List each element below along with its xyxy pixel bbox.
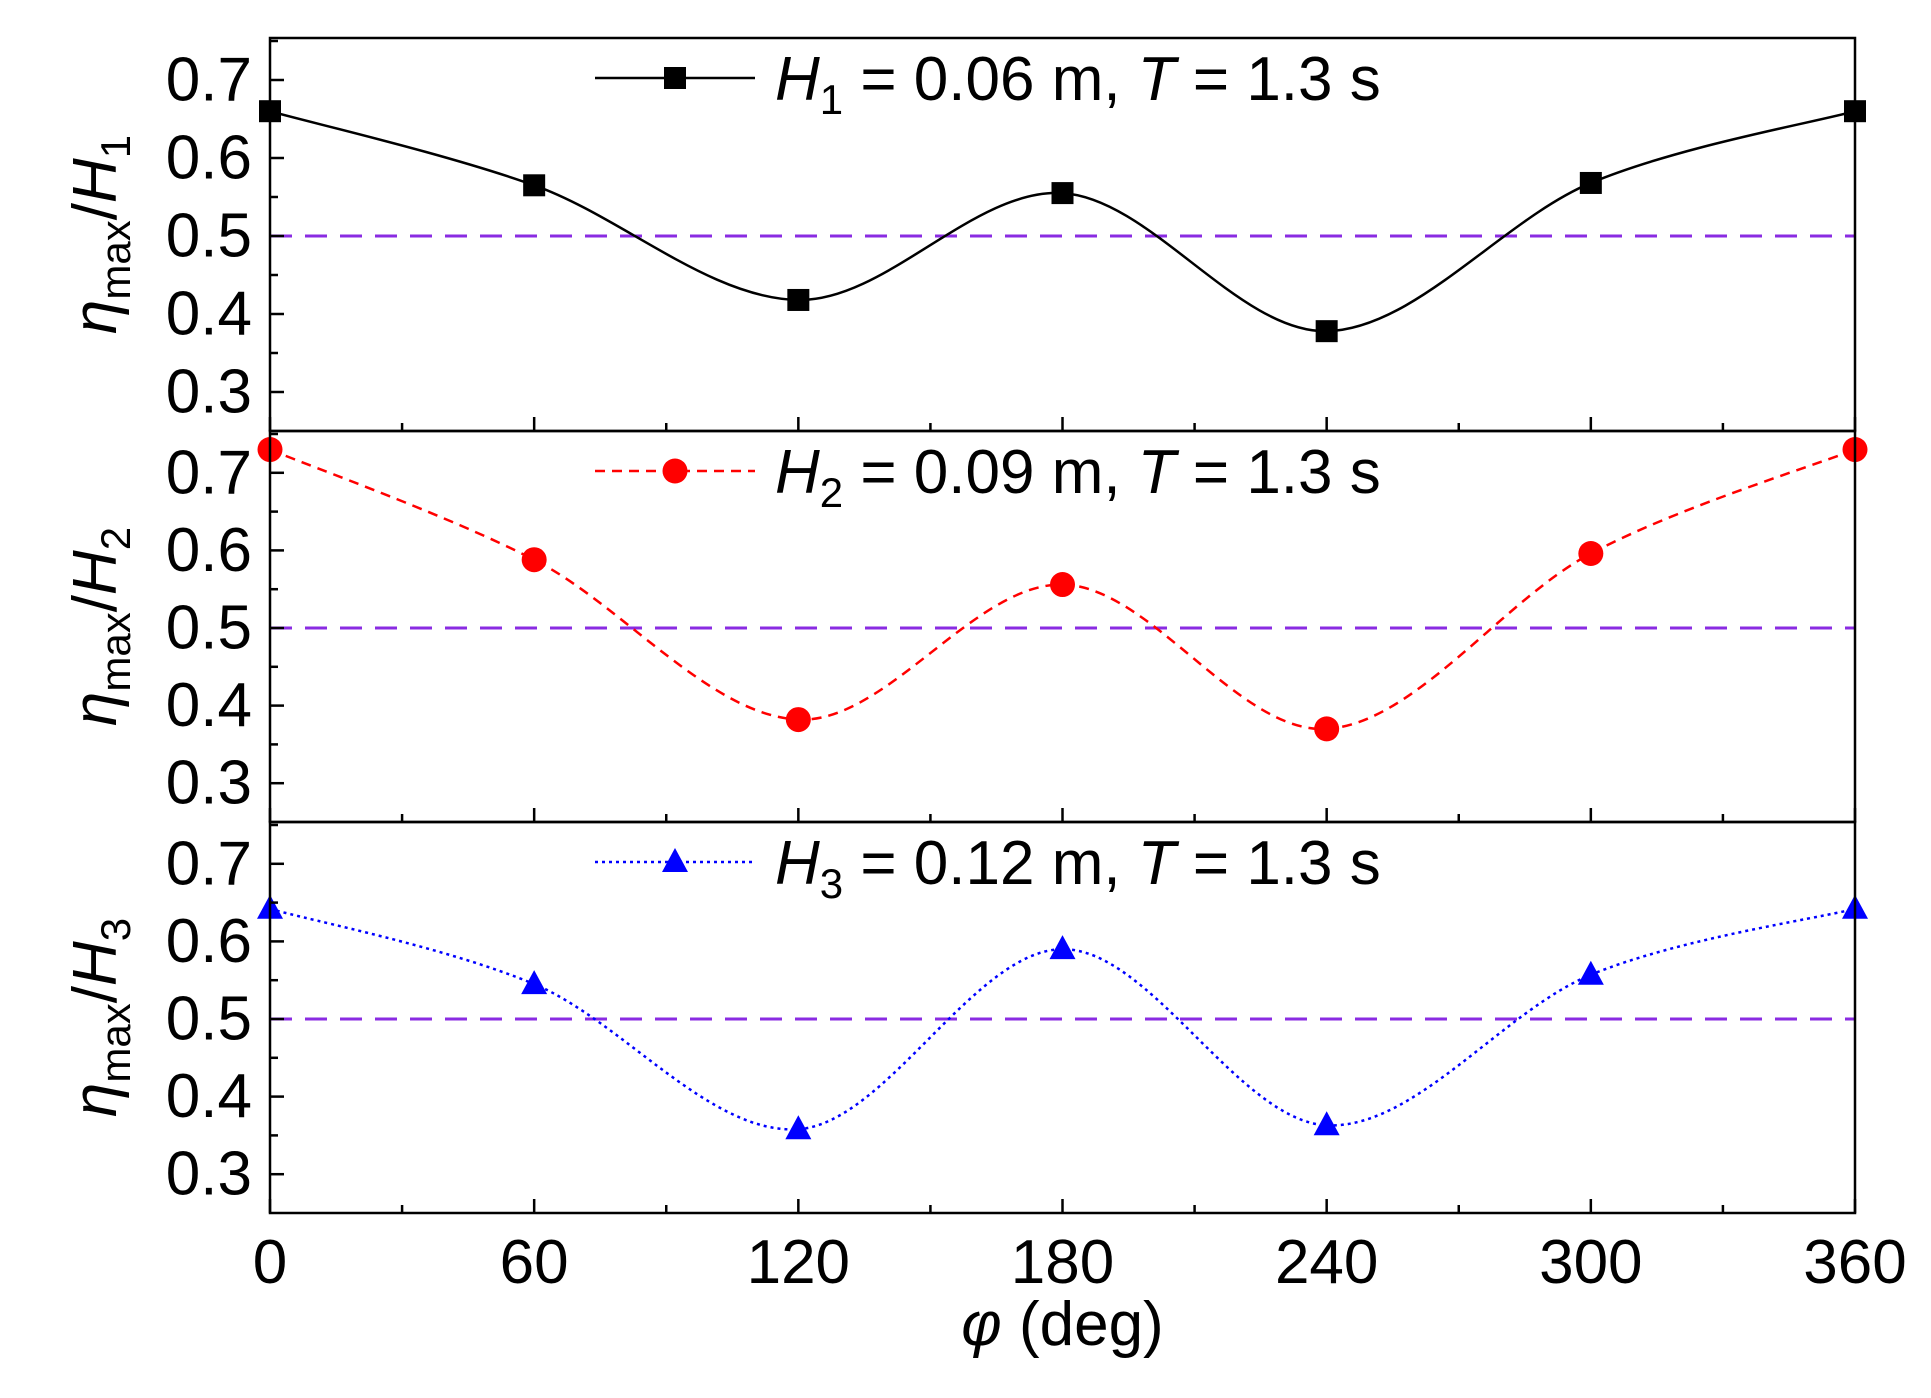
legend-label-t-value: = 1.3 s [1176, 438, 1381, 507]
data-point-top-120 [787, 288, 810, 311]
legend-label-top: H1 = 0.06 m, T = 1.3 s [775, 45, 1381, 123]
data-point-middle-120 [785, 707, 811, 733]
legend-label-subscript: 1 [820, 76, 843, 123]
y-tick-label: 0.3 [166, 1140, 252, 1209]
data-point-bottom-300 [1577, 960, 1604, 985]
legend-marker-middle [662, 458, 688, 484]
y-axis-label-h-subscript: 2 [92, 527, 139, 550]
y-axis-label-eta-subscript: max [92, 220, 139, 299]
x-tick-label: 360 [1803, 1228, 1906, 1297]
y-tick-label: 0.6 [166, 907, 252, 976]
y-axis-label-h-subscript: 1 [92, 135, 139, 158]
y-axis-label-h: H [61, 158, 130, 203]
legend-label-middle: H2 = 0.09 m, T = 1.3 s [775, 438, 1381, 516]
x-tick-label: 240 [1275, 1228, 1378, 1297]
y-tick-label: 0.5 [166, 594, 252, 663]
legend-label-var: H [775, 438, 820, 507]
y-axis-label-bottom: ηmax/H3 [61, 918, 139, 1117]
y-axis-label-slash: / [61, 985, 130, 1003]
legend-marker-top [664, 67, 686, 89]
legend-label-subscript: 3 [820, 860, 843, 907]
y-tick-label: 0.4 [166, 1062, 252, 1131]
y-axis-label-h: H [61, 550, 130, 595]
x-tick-label: 300 [1539, 1228, 1642, 1297]
x-axis-label: φ (deg) [961, 1290, 1163, 1359]
y-tick-label: 0.5 [166, 985, 252, 1054]
y-tick-label: 0.4 [166, 671, 252, 740]
y-axis-label-slash: / [61, 202, 130, 220]
data-point-bottom-120 [785, 1115, 812, 1140]
x-tick-label: 60 [500, 1228, 569, 1297]
legend-label-var: H [775, 829, 820, 898]
y-tick-label: 0.7 [166, 829, 252, 898]
data-point-middle-240 [1314, 716, 1340, 742]
y-tick-label: 0.7 [166, 46, 252, 115]
legend-label-var: H [775, 45, 820, 114]
y-tick-label: 0.5 [166, 202, 252, 271]
y-tick-label: 0.6 [166, 516, 252, 585]
data-point-bottom-180 [1049, 935, 1076, 960]
legend-label-t: T [1138, 829, 1180, 898]
y-tick-label: 0.6 [166, 124, 252, 193]
legend-label-t-value: = 1.3 s [1176, 45, 1381, 114]
y-axis-label-eta-subscript: max [92, 1003, 139, 1082]
y-tick-label: 0.4 [166, 280, 252, 349]
y-axis-label-eta-subscript: max [92, 612, 139, 691]
y-axis-label-eta: η [61, 300, 130, 334]
y-axis-label-slash: / [61, 594, 130, 612]
x-tick-label: 120 [747, 1228, 850, 1297]
legend-label-t-value: = 1.3 s [1176, 829, 1381, 898]
data-point-top-60 [523, 174, 546, 197]
data-point-middle-180 [1050, 572, 1075, 598]
y-tick-label: 0.3 [166, 749, 252, 818]
data-point-top-240 [1315, 320, 1338, 343]
data-point-middle-300 [1578, 541, 1604, 567]
legend-label-text: = 0.09 m, [843, 438, 1138, 507]
data-point-top-300 [1579, 171, 1602, 194]
legend-label-bottom: H3 = 0.12 m, T = 1.3 s [775, 829, 1381, 907]
y-axis-label-middle: ηmax/H2 [61, 527, 139, 726]
y-axis-label-top: ηmax/H1 [61, 135, 139, 334]
y-tick-label: 0.7 [166, 438, 252, 507]
data-point-bottom-60 [521, 970, 548, 995]
data-point-middle-60 [521, 547, 547, 573]
data-point-bottom-240 [1313, 1111, 1340, 1136]
legend-label-text: = 0.12 m, [843, 829, 1138, 898]
y-axis-label-h: H [61, 941, 130, 986]
x-axis-label-var: φ [961, 1290, 1001, 1359]
legend-label-subscript: 2 [820, 469, 843, 516]
y-axis-label-eta: η [61, 1083, 130, 1117]
x-tick-label: 0 [253, 1228, 287, 1297]
panel-bottom: 0.30.40.50.60.70 60 120 180 240 300 360ηmax/H3… [61, 820, 1907, 1297]
legend-label-text: = 0.06 m, [843, 45, 1138, 114]
legend-label-t: T [1138, 438, 1180, 507]
y-axis-label-eta: η [61, 692, 130, 726]
x-tick-label: 180 [1011, 1228, 1114, 1297]
y-tick-label: 0.3 [166, 358, 252, 427]
data-point-top-180 [1051, 182, 1074, 205]
y-axis-label-h-subscript: 3 [92, 918, 139, 941]
legend-marker-bottom [662, 848, 688, 872]
legend-label-t: T [1138, 45, 1180, 114]
series-line-top [270, 109, 1855, 333]
x-axis-label-unit: (deg) [1002, 1290, 1164, 1359]
